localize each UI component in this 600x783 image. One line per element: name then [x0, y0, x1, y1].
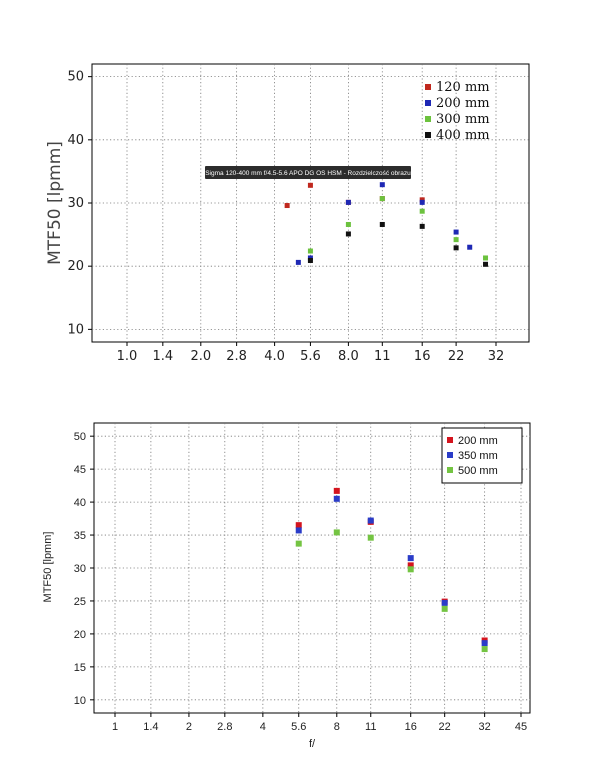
data-point-120-mm	[307, 182, 313, 188]
legend-swatch	[425, 100, 431, 106]
data-point-300-mm	[453, 237, 459, 243]
legend-label: 300 mm	[436, 112, 490, 127]
data-point-400-mm	[345, 231, 351, 237]
data-point-300-mm	[419, 208, 425, 214]
data-point-200-mm	[345, 199, 351, 205]
data-point-400-mm	[379, 221, 385, 227]
y-tick-label: 40	[67, 133, 84, 148]
x-tick-label: 1.0	[117, 349, 138, 364]
legend-label: 200 mm	[436, 96, 490, 111]
annotation-text: Sigma 120-400 mm f/4.5-5.6 APO DG OS HSM…	[205, 170, 411, 177]
grid-top	[88, 64, 529, 346]
data-point-200-mm	[467, 244, 473, 250]
x-tick-label: 2.0	[190, 349, 211, 364]
annotation-box: Sigma 120-400 mm f/4.5-5.6 APO DG OS HSM…	[205, 166, 411, 179]
data-point-400-mm	[483, 261, 489, 267]
legend-swatch	[425, 132, 431, 138]
x-tick-label: 5.6	[300, 349, 321, 364]
data-point-200-mm	[453, 229, 459, 235]
data-point-120-mm	[284, 203, 290, 209]
y-axis-label-top: MTF50 [lpmm]	[45, 141, 65, 265]
data-point-200-mm	[307, 255, 313, 261]
legend-label: 120 mm	[436, 80, 490, 95]
y-tick-labels-top: 10 20 30 40 50	[67, 70, 84, 338]
data-point-300-mm	[483, 255, 489, 261]
x-tick-label: 8.0	[338, 349, 359, 364]
data-points-top	[284, 182, 489, 267]
y-tick-label: 10	[67, 322, 84, 337]
legend-swatch	[425, 116, 431, 122]
x-tick-label: 4.0	[264, 349, 285, 364]
x-tick-label: 22	[448, 349, 465, 364]
x-tick-label: 1.4	[152, 349, 173, 364]
data-point-400-mm	[307, 257, 313, 263]
x-tick-label: 16	[414, 349, 431, 364]
data-point-200-mm	[419, 199, 425, 205]
data-point-300-mm	[307, 248, 313, 254]
y-tick-label: 50	[67, 70, 84, 85]
data-point-200-mm	[379, 182, 385, 188]
x-tick-labels-top: 1.0 1.4 2.0 2.8 4.0 5.6 8.0 11 16 22 32	[117, 349, 505, 364]
data-point-200-mm	[295, 259, 301, 265]
x-tick-label: 2.8	[226, 349, 247, 364]
y-tick-label: 20	[67, 259, 84, 274]
x-tick-label: 11	[374, 349, 391, 364]
data-point-300-mm	[345, 221, 351, 227]
legend-swatch	[425, 84, 431, 90]
x-tick-label: 32	[488, 349, 505, 364]
data-point-400-mm	[419, 223, 425, 229]
data-point-300-mm	[379, 196, 385, 202]
y-tick-label: 30	[67, 196, 84, 211]
data-point-120-mm	[419, 197, 425, 203]
legend-label: 400 mm	[436, 128, 490, 143]
data-point-400-mm	[453, 245, 459, 251]
